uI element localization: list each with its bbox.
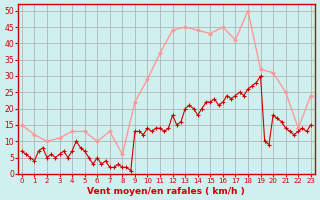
X-axis label: Vent moyen/en rafales ( km/h ): Vent moyen/en rafales ( km/h ) xyxy=(87,187,245,196)
